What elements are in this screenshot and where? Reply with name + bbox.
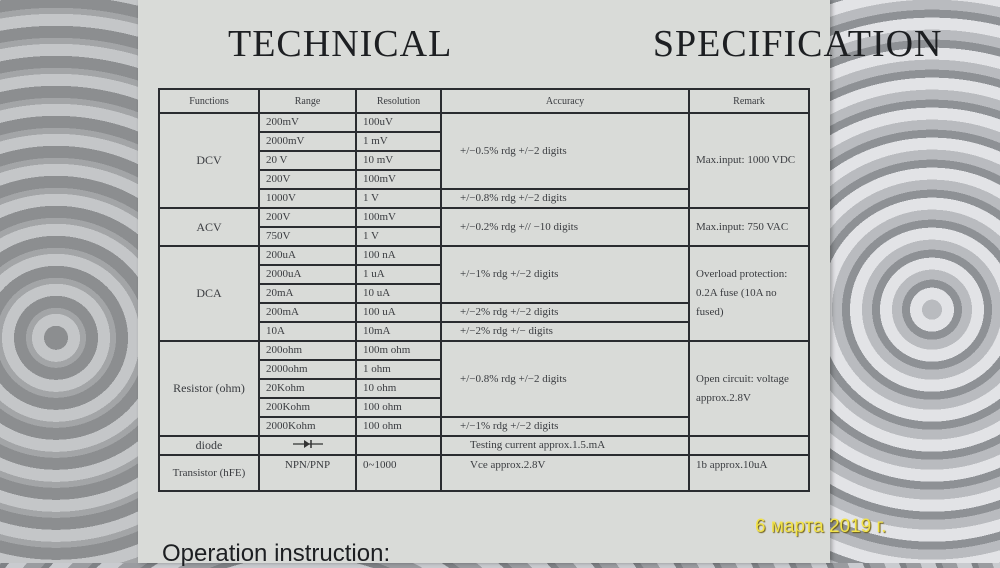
resolution-cell: 10mA: [355, 321, 442, 342]
function-cell: diode: [158, 435, 260, 456]
range-cell: 200V: [258, 207, 357, 228]
accuracy-cell: +/−1% rdg +/−2 digits: [440, 416, 690, 437]
accuracy-cell: +/−1% rdg +/−2 digits: [440, 245, 690, 304]
table-row: 20mA 10 uA: [159, 283, 809, 304]
table-row: DCV 200mV 100uV +/−0.5% rdg +/−2 digits Max.…: [158, 112, 810, 209]
remark-cell: Overload protection: 0.2A fuse (10A no f…: [688, 245, 810, 342]
remark-cell: Max.input: 750 VAC: [688, 207, 810, 247]
diode-symbol-icon: [292, 439, 323, 448]
resolution-cell: 1 mV: [355, 131, 442, 152]
accuracy-cell: +/−0.2% rdg +// −10 digits: [440, 207, 690, 247]
table-row: DCA 200uA 100 nA +/−1% rdg +/−2 digits Overl…: [158, 245, 810, 342]
table-row: 2000ohm 1 ohm: [159, 359, 809, 380]
remark-cell: 1b approx.10uA: [688, 454, 810, 492]
range-cell: [258, 435, 357, 456]
header-accuracy: Accuracy: [440, 88, 690, 114]
operation-instruction-heading: Operation instruction:: [162, 540, 391, 567]
background-right: [830, 0, 1000, 563]
range-cell: 2000mV: [258, 131, 357, 152]
remark-cell: Max.input: 1000 VDC: [688, 112, 810, 209]
range-cell: 20 V: [258, 150, 357, 171]
accuracy-cell: Testing current approx.1.5.mA: [440, 435, 690, 456]
table-row: 750V 1 V: [159, 226, 809, 247]
table-row: 2000mV 1 mV: [159, 131, 809, 152]
range-cell: 2000ohm: [258, 359, 357, 380]
accuracy-cell: +/−0.5% rdg +/−2 digits: [440, 112, 690, 190]
resolution-cell: 100mV: [355, 169, 442, 190]
spec-table: Functions Range Resolution Accuracy Rema…: [158, 88, 810, 492]
range-cell: 750V: [258, 226, 357, 247]
resolution-cell: 10 mV: [355, 150, 442, 171]
table-row: 20 V 10 mV: [159, 150, 809, 171]
function-cell: DCA: [158, 245, 260, 342]
table-row: Resistor (ohm) 200ohm 100m ohm +/−0.8% rdg …: [158, 340, 810, 437]
accuracy-cell: +/−2% rdg +/− digits: [440, 321, 690, 342]
range-cell: 200Kohm: [258, 397, 357, 418]
range-cell: 200ohm: [258, 340, 357, 361]
resolution-cell: 100 uA: [355, 302, 442, 323]
range-cell: 2000Kohm: [258, 416, 357, 437]
header-resolution: Resolution: [355, 88, 442, 114]
page-title: TECHNICAL SPECIFICATION: [228, 23, 943, 65]
table-row: 20Kohm 10 ohm: [159, 378, 809, 399]
header-remark: Remark: [688, 88, 810, 114]
range-cell: 200mA: [258, 302, 357, 323]
table-row: ACV 200V 100mV +/−0.2% rdg +// −10 digits Ma…: [158, 207, 810, 247]
accuracy-cell: +/−0.8% rdg +/−2 digits: [440, 340, 690, 418]
range-cell: 200uA: [258, 245, 357, 266]
table-header-row: Functions Range Resolution Accuracy Rema…: [158, 88, 810, 114]
remark-cell: [688, 435, 810, 456]
resolution-cell: 0~1000: [355, 454, 442, 492]
range-cell: 1000V: [258, 188, 357, 209]
table-row: 1000V 1 V +/−0.8% rdg +/−2 digits: [159, 188, 809, 209]
table-row: 200Kohm 100 ohm: [159, 397, 809, 418]
remark-cell: Open circuit: voltage approx.2.8V: [688, 340, 810, 437]
table-row: 2000Kohm 100 ohm +/−1% rdg +/−2 digits: [159, 416, 809, 437]
table-row-diode: diode Testing current approx.1.5.mA: [158, 435, 810, 456]
resolution-cell: 100uV: [355, 112, 442, 133]
resolution-cell: 100m ohm: [355, 340, 442, 361]
resolution-cell: 100 nA: [355, 245, 442, 266]
table-row: 200V 100mV: [159, 169, 809, 190]
accuracy-cell: +/−2% rdg +/−2 digits: [440, 302, 690, 323]
range-cell: NPN/PNP: [258, 454, 357, 492]
resolution-cell: 1 ohm: [355, 359, 442, 380]
resolution-cell: 1 V: [355, 188, 442, 209]
resolution-cell: 1 V: [355, 226, 442, 247]
resolution-cell: 10 ohm: [355, 378, 442, 399]
table-row-transistor: Transistor (hFE) NPN/PNP 0~1000 Vce appr…: [158, 454, 810, 492]
table-row: 2000uA 1 uA: [159, 264, 809, 285]
accuracy-cell: +/−0.8% rdg +/−2 digits: [440, 188, 690, 209]
range-cell: 20mA: [258, 283, 357, 304]
resolution-cell: 100 ohm: [355, 416, 442, 437]
function-cell: ACV: [158, 207, 260, 247]
range-cell: 20Kohm: [258, 378, 357, 399]
range-cell: 200V: [258, 169, 357, 190]
background-left: [0, 0, 140, 563]
range-cell: 10A: [258, 321, 357, 342]
table-row: 10A 10mA +/−2% rdg +/− digits: [159, 321, 809, 342]
function-cell: Transistor (hFE): [158, 454, 260, 492]
range-cell: 200mV: [258, 112, 357, 133]
header-range: Range: [258, 88, 357, 114]
resolution-cell: [355, 435, 442, 456]
resolution-cell: 100 ohm: [355, 397, 442, 418]
resolution-cell: 10 uA: [355, 283, 442, 304]
range-cell: 2000uA: [258, 264, 357, 285]
resolution-cell: 100mV: [355, 207, 442, 228]
resolution-cell: 1 uA: [355, 264, 442, 285]
table-row: 200mA 100 uA +/−2% rdg +/−2 digits: [159, 302, 809, 323]
header-functions: Functions: [158, 88, 260, 114]
accuracy-cell: Vce approx.2.8V: [440, 454, 690, 492]
date-stamp: 6 марта 2019 г.: [755, 516, 887, 537]
function-cell: Resistor (ohm): [158, 340, 260, 437]
function-cell: DCV: [158, 112, 260, 209]
